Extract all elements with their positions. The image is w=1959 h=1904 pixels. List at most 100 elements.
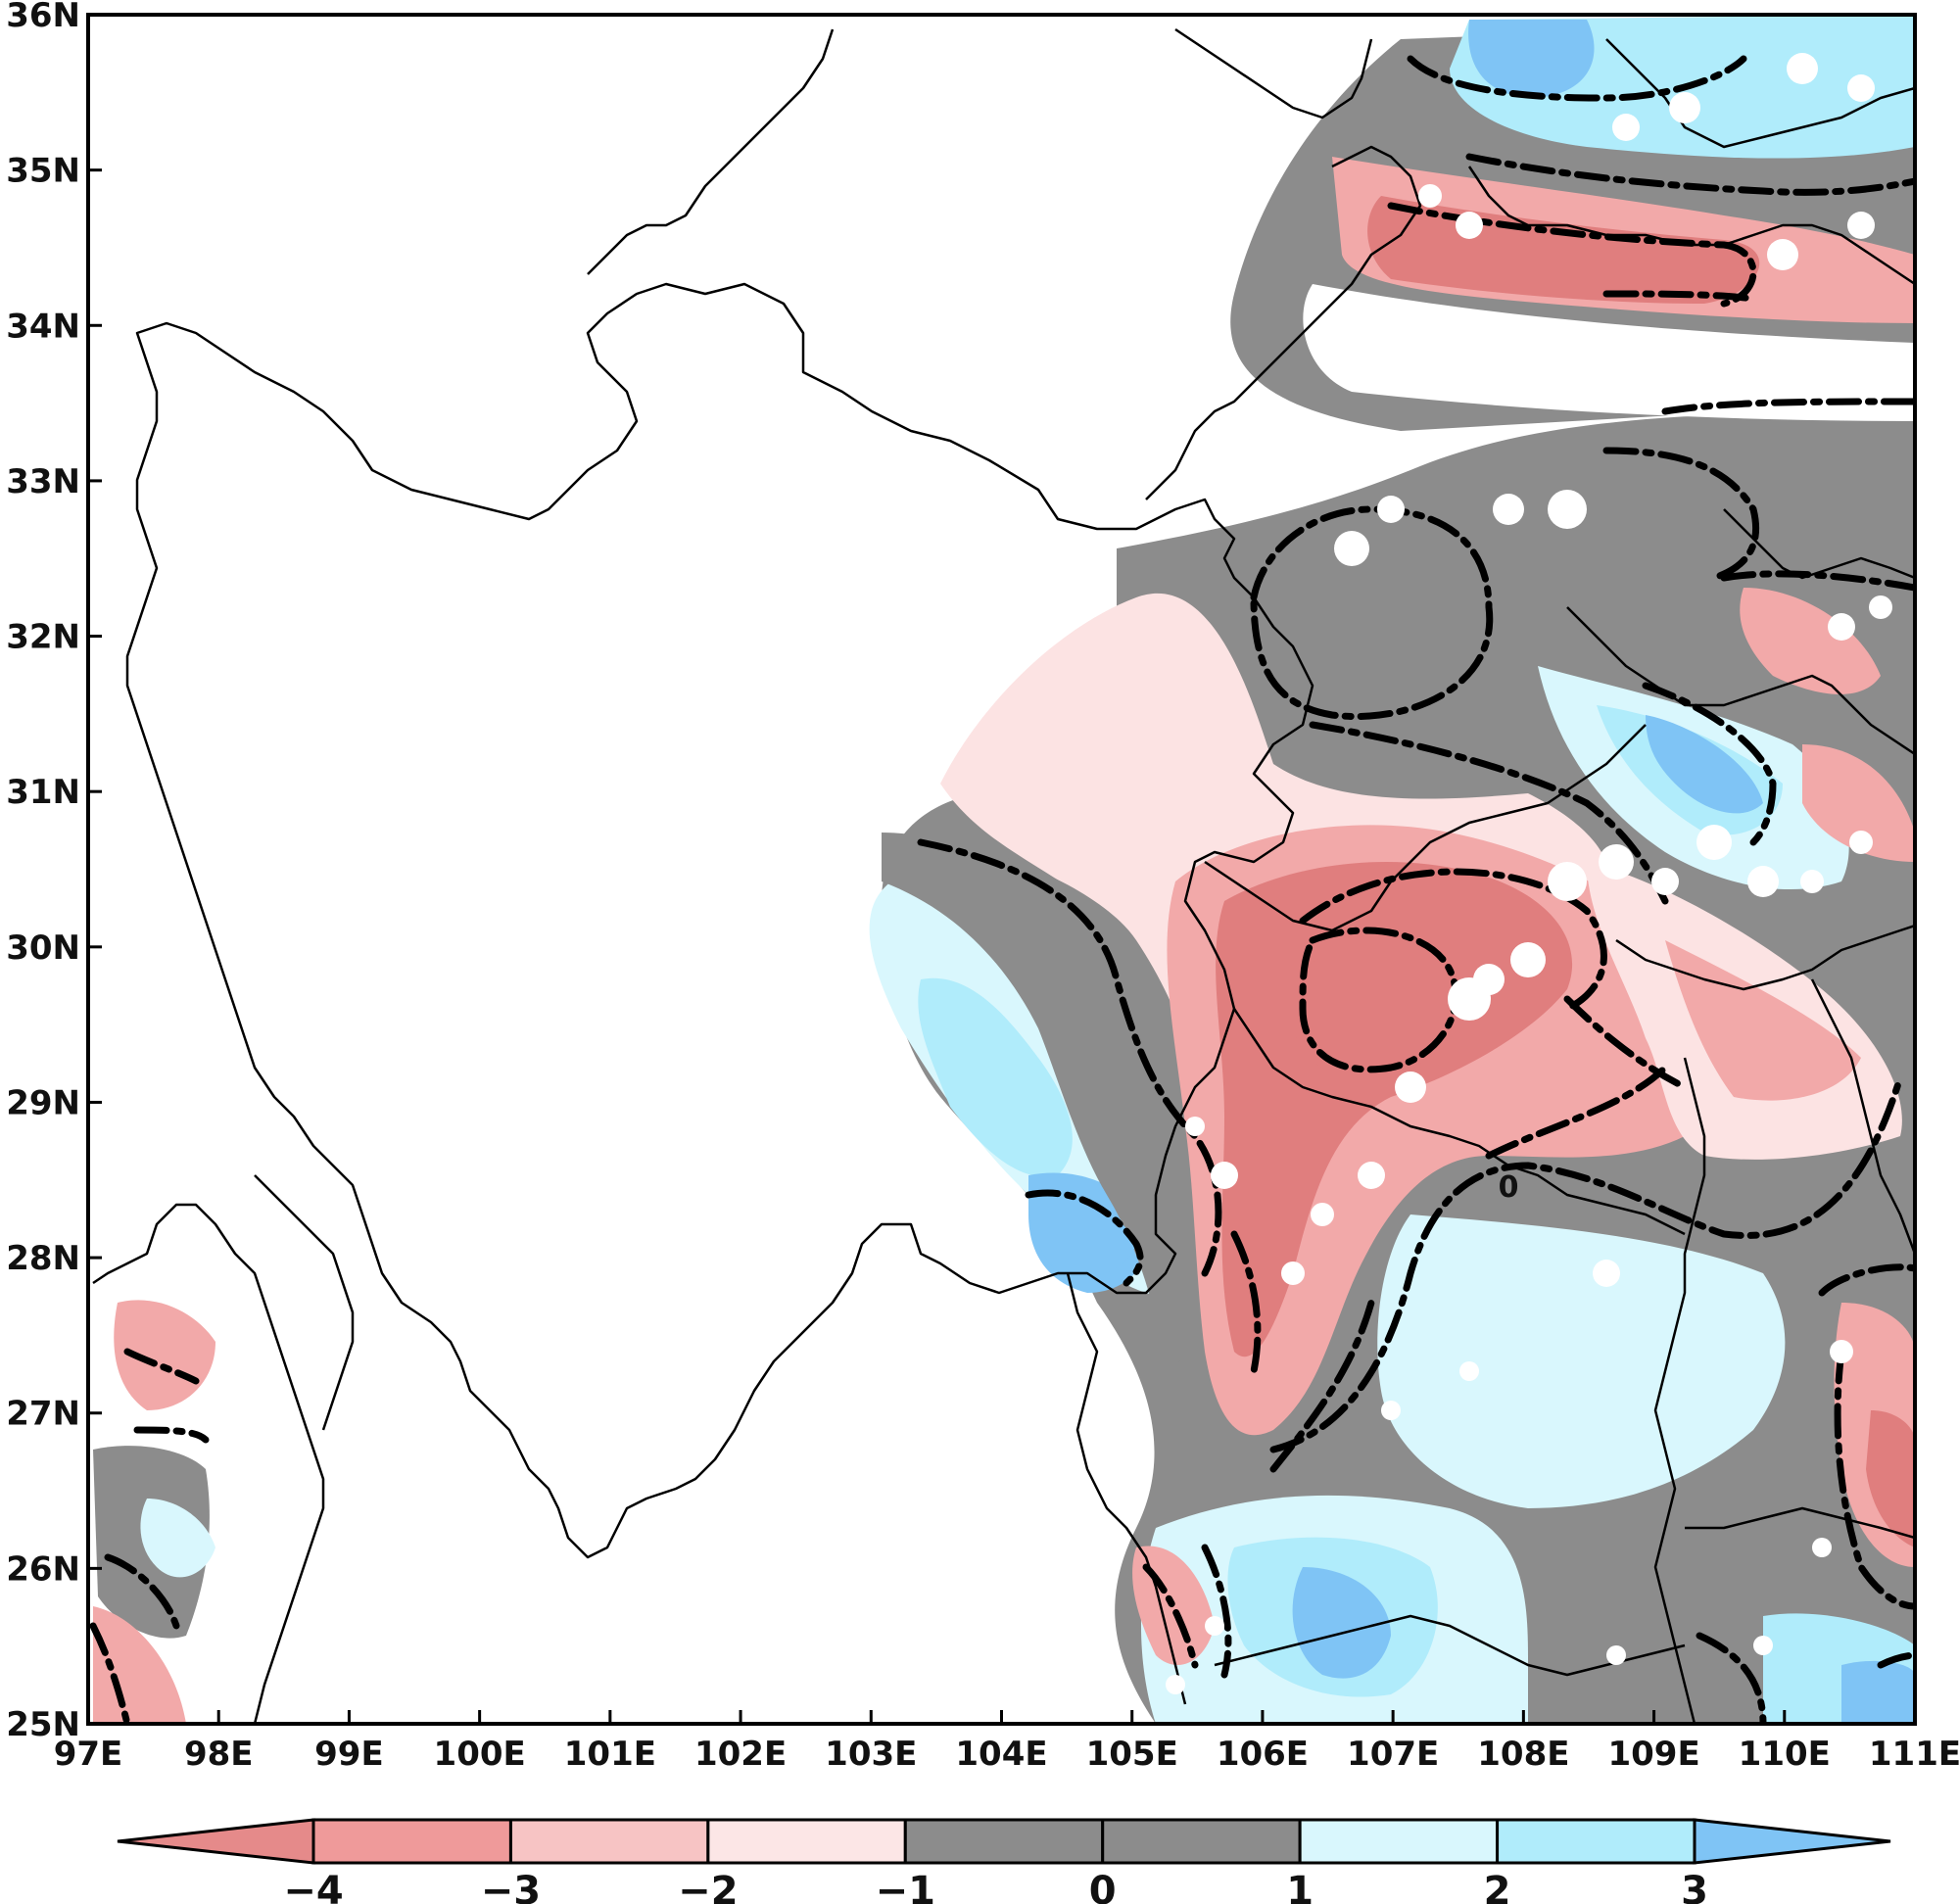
speck [1358,1162,1385,1189]
contour-line [1407,55,1747,102]
speck [1753,1636,1773,1655]
field-sw-red-top [114,1300,215,1410]
gansu-border [587,28,835,275]
speck [1166,1675,1185,1694]
speck [1869,595,1892,619]
speck [1787,53,1818,84]
lon-tick-label: 110E [1739,1735,1831,1774]
colorbar-upper-triangle [1693,1818,1891,1865]
contour-line [1602,447,1760,582]
colorbar-segment [1298,1818,1500,1865]
speck [1696,825,1732,860]
longitude-axis: 97E 98E 99E 100E 101E 102E 103E 104E 105E 106E 107… [54,1710,1959,1774]
contour-line [1299,868,1607,1013]
contour-line [1563,995,1689,1091]
field-north-white-strip [1303,284,1915,421]
anomaly-field [93,15,1915,1724]
colorbar-segment [508,1818,710,1865]
colorbar: −4 −3 −2 −1 0 1 2 3 [117,1818,1891,1904]
missing-data-specks [1166,53,1892,1694]
speck [1830,1340,1853,1363]
lon-tick-label: 103E [825,1735,917,1774]
lon-tick-label: 105E [1086,1735,1178,1774]
contour-line [1720,570,1915,592]
henan-hubei-border [1723,508,1915,580]
lon-tick-label: 106E [1217,1735,1309,1774]
shaanxi-south-border [1145,145,1422,500]
speck [1847,212,1875,239]
colorbar-label: 0 [1089,1869,1117,1904]
speck [1828,613,1855,641]
speck [1812,1538,1832,1557]
contour-line [133,1426,210,1444]
field-east-red [1665,940,1861,1101]
contour-line [1661,398,1915,415]
speck [1847,74,1875,102]
lat-tick-label: 34N [6,307,80,346]
latitude-axis: 25N 26N 27N 28N 29N 30N 31N 32N 33N 34N 35N 36N [6,0,102,1744]
field-north-blue-dark [1468,20,1595,98]
speck [1473,964,1505,995]
lat-tick-label: 36N [6,0,80,35]
contour-line [1485,1064,1669,1160]
contour-line [1602,290,1757,303]
speck [1612,114,1640,141]
contour-line [89,1622,131,1724]
yunnan-west-border [92,1203,325,1724]
lat-tick-label: 26N [6,1549,80,1589]
shaanxi-border [1174,27,1373,119]
field-red-center-core [1293,940,1466,1079]
field-east-blue-dark [1646,715,1763,814]
contour-line [1696,1632,1767,1724]
hubei-border [1566,606,1915,756]
lon-tick-label: 102E [694,1735,787,1774]
lat-tick-label: 25N [6,1705,80,1744]
lon-tick-label: 99E [314,1735,384,1774]
lon-tick-label: 98E [184,1735,254,1774]
chongqing-border [1204,724,1647,932]
lon-tick-label: 108E [1477,1735,1569,1774]
colorbar-label: −1 [876,1869,935,1904]
speck [1311,1203,1334,1226]
contour-line [1877,1651,1915,1669]
field-se-blue-light [1377,1214,1786,1508]
contour-line [1299,927,1459,1073]
guangxi-border [1214,1614,1686,1677]
lat-tick-label: 32N [6,618,80,657]
colorbar-label: 1 [1286,1869,1314,1904]
contour-zero-label: 0 [1499,1170,1519,1205]
contour-line [1309,721,1669,905]
lon-tick-label: 97E [54,1735,123,1774]
contour-line [104,1553,180,1630]
guizhou-hunan-border [1653,1057,1706,1724]
speck [1381,1401,1401,1420]
lon-tick-label: 109E [1607,1735,1699,1774]
field-east-pink-32n [1740,588,1881,694]
colorbar-lower-triangle [117,1818,315,1865]
speck [1281,1261,1305,1285]
speck [1767,239,1798,270]
speck [1606,1645,1626,1665]
field-south-blue-dark [1292,1567,1391,1679]
lon-tick-label: 111E [1869,1735,1959,1774]
speck [1418,184,1442,208]
contour-line [1269,1299,1375,1473]
contour-line [1642,682,1777,846]
colorbar-segment [706,1818,907,1865]
tibet-yunnan-border [254,1174,355,1431]
colorbar-segment [311,1818,512,1865]
speck [1493,494,1524,525]
speck [1548,490,1587,529]
contour-lines [89,55,1915,1724]
sichuan-border [125,282,1314,1559]
lat-tick-label: 29N [6,1083,80,1122]
speck [1510,942,1546,977]
colorbar-label: 3 [1681,1869,1708,1904]
colorbar-label: −2 [678,1869,738,1904]
lat-tick-label: 28N [6,1239,80,1278]
east-north-border [1467,166,1915,286]
speck [1459,1361,1479,1381]
speck [1593,1260,1620,1287]
speck [1548,862,1587,901]
